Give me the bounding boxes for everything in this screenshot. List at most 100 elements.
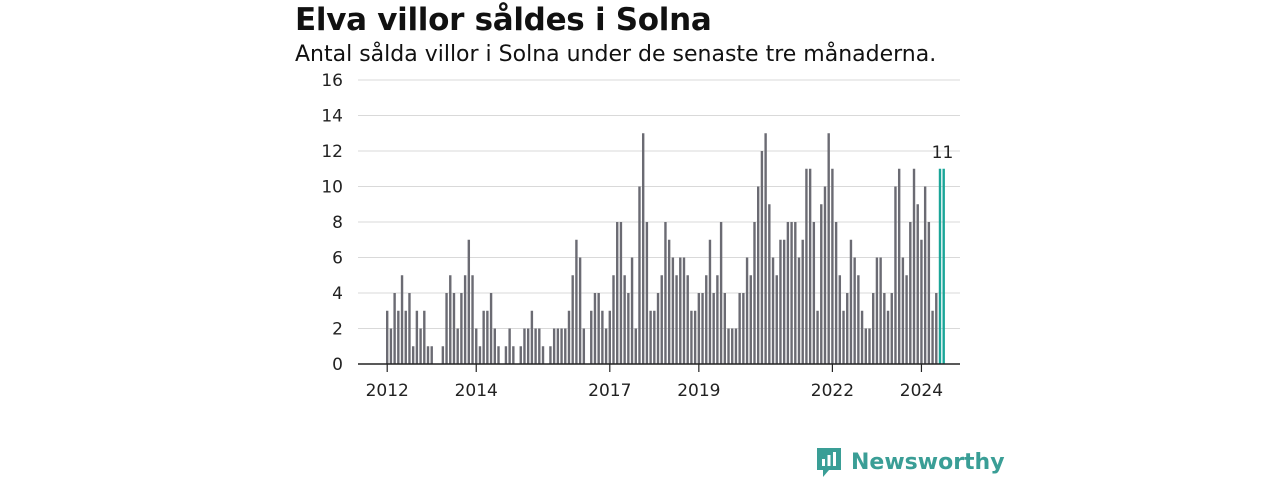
bar <box>738 293 741 364</box>
bar <box>801 239 804 364</box>
bar <box>504 346 508 364</box>
bar <box>634 328 637 364</box>
bar <box>846 293 849 364</box>
bar <box>675 275 678 364</box>
bar <box>508 328 511 364</box>
bar <box>731 328 734 364</box>
bar <box>404 310 407 364</box>
x-tick-label: 2012 <box>366 381 409 401</box>
y-tick-label: 12 <box>321 142 343 162</box>
bar <box>931 310 934 364</box>
bar <box>530 310 534 364</box>
bar <box>894 186 897 364</box>
y-tick-label: 2 <box>332 320 343 340</box>
bar <box>764 133 767 364</box>
bar <box>679 257 682 364</box>
bar <box>567 310 571 364</box>
bar <box>816 310 819 364</box>
bar <box>415 310 419 364</box>
bar <box>497 346 500 364</box>
bar <box>701 293 704 364</box>
bar <box>419 328 422 364</box>
bar <box>541 346 545 364</box>
bar <box>797 257 801 364</box>
bar <box>538 328 541 364</box>
bar <box>842 310 845 364</box>
data-label: 11 <box>932 143 954 163</box>
bar <box>935 293 938 364</box>
bar <box>597 293 600 364</box>
x-tick-label: 2017 <box>588 381 631 401</box>
y-tick-label: 14 <box>321 107 343 127</box>
bar <box>601 310 604 364</box>
bar <box>768 204 771 364</box>
bar <box>460 293 463 364</box>
bar <box>630 257 634 364</box>
bar <box>905 275 908 364</box>
bar <box>686 275 689 364</box>
x-tick-label: 2024 <box>900 381 943 401</box>
bar <box>812 222 816 364</box>
bar <box>909 222 912 364</box>
bar <box>475 328 478 364</box>
bar <box>423 310 426 364</box>
bar <box>560 328 563 364</box>
y-tick-label: 10 <box>321 178 343 198</box>
bar <box>430 346 433 364</box>
bar <box>486 310 489 364</box>
y-tick-label: 16 <box>321 71 343 91</box>
bar <box>779 239 782 364</box>
bar <box>489 293 493 364</box>
bar <box>697 293 701 364</box>
bar <box>578 257 582 364</box>
bar <box>571 275 574 364</box>
bar <box>868 328 871 364</box>
bar <box>775 275 778 364</box>
bar <box>823 186 827 364</box>
bar <box>660 275 663 364</box>
bar <box>923 186 927 364</box>
bar <box>757 186 760 364</box>
bar-highlight <box>938 168 942 364</box>
bar <box>727 328 730 364</box>
bar <box>523 328 526 364</box>
bar <box>883 293 886 364</box>
bar <box>482 310 485 364</box>
bar-chart: 0 2 4 6 8 10 12 14 16 2012 2014 2017 2019 2022 2024 11 <box>321 71 960 401</box>
bar <box>771 257 775 364</box>
x-tick-label: 2019 <box>677 381 720 401</box>
bar <box>386 310 389 364</box>
bar <box>790 222 793 364</box>
bar <box>552 328 556 364</box>
chart-subtitle: Antal sålda villor i Solna under de sena… <box>295 42 937 67</box>
bar <box>834 222 838 364</box>
bar <box>849 239 853 364</box>
newsworthy-logo-icon <box>817 448 841 477</box>
bar <box>723 293 727 364</box>
bar <box>708 239 712 364</box>
bar <box>604 328 608 364</box>
bar <box>512 346 515 364</box>
bar <box>593 293 597 364</box>
bar <box>853 257 856 364</box>
bar <box>575 239 578 364</box>
x-tick-label: 2022 <box>811 381 854 401</box>
bar <box>916 204 919 364</box>
bar <box>886 310 890 364</box>
bar <box>393 293 396 364</box>
brand-logo[interactable]: Newsworthy <box>815 446 1005 478</box>
bar <box>927 222 931 364</box>
bar <box>582 328 586 364</box>
bar <box>875 257 879 364</box>
bar <box>667 239 671 364</box>
bar <box>664 222 667 364</box>
bar <box>463 275 467 364</box>
bar <box>760 151 764 364</box>
y-tick-label: 8 <box>332 213 343 233</box>
bar <box>897 168 901 364</box>
bar <box>616 222 619 364</box>
bar <box>857 275 860 364</box>
bar <box>749 275 752 364</box>
bar <box>549 346 552 364</box>
bar <box>808 168 812 364</box>
